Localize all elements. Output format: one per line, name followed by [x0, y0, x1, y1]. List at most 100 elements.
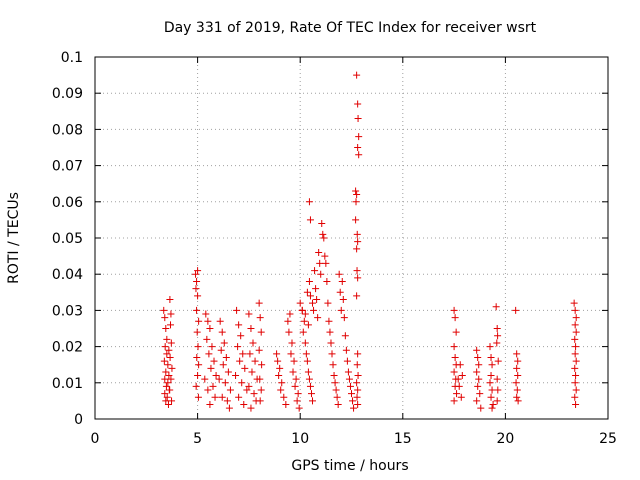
data-point: [250, 390, 258, 398]
data-point: [161, 390, 169, 398]
data-point: [513, 393, 521, 401]
y-tick-label: 0.06: [52, 195, 83, 211]
data-point: [304, 368, 312, 376]
data-point: [194, 372, 202, 380]
data-point: [208, 343, 216, 351]
data-point: [194, 393, 202, 401]
data-point: [164, 379, 172, 387]
data-point: [204, 386, 212, 394]
data-point: [488, 404, 496, 412]
data-point: [572, 372, 580, 380]
data-point: [335, 270, 343, 278]
data-point: [451, 353, 459, 361]
x-tick-label: 15: [394, 431, 412, 447]
y-tick-label: 0.03: [52, 303, 83, 319]
data-point: [353, 191, 361, 199]
data-point: [572, 357, 580, 365]
data-point: [313, 296, 321, 304]
data-point: [354, 274, 362, 282]
data-point: [288, 339, 296, 347]
data-point: [206, 401, 214, 409]
data-point: [346, 382, 354, 390]
data-point: [572, 401, 580, 409]
data-point: [306, 216, 314, 224]
data-point: [494, 357, 502, 365]
data-point: [301, 310, 309, 318]
data-point: [513, 350, 521, 358]
data-point: [194, 343, 202, 351]
data-point: [332, 386, 340, 394]
data-point: [323, 277, 331, 285]
data-point: [245, 382, 253, 390]
data-point: [285, 328, 293, 336]
data-point: [337, 306, 345, 314]
data-point: [280, 393, 288, 401]
data-point: [224, 368, 232, 376]
data-point: [315, 248, 323, 256]
data-point: [275, 372, 283, 380]
data-point: [354, 386, 362, 394]
data-point: [207, 364, 215, 372]
data-point: [210, 357, 218, 365]
data-point: [456, 361, 464, 369]
data-point: [309, 299, 317, 307]
grid-layer: [95, 57, 608, 419]
data-point: [225, 404, 233, 412]
data-point: [160, 357, 168, 365]
data-point: [222, 353, 230, 361]
data-point: [487, 353, 495, 361]
data-point: [352, 187, 360, 195]
data-point: [349, 397, 357, 405]
data-point: [167, 321, 175, 329]
data-points: [160, 71, 580, 412]
data-point: [492, 303, 500, 311]
data-point: [345, 375, 353, 383]
data-point: [256, 314, 264, 322]
data-point: [249, 339, 257, 347]
data-point: [193, 353, 201, 361]
data-point: [168, 397, 176, 405]
data-point: [276, 364, 284, 372]
data-point: [303, 357, 311, 365]
data-point: [475, 361, 483, 369]
data-point: [247, 404, 255, 412]
data-point: [333, 393, 341, 401]
data-point: [205, 350, 213, 358]
data-point: [354, 401, 362, 409]
data-point: [302, 350, 310, 358]
data-point: [301, 339, 309, 347]
data-point: [203, 335, 211, 343]
data-point: [162, 368, 170, 376]
data-point: [304, 321, 312, 329]
data-point: [571, 335, 579, 343]
data-point: [168, 364, 176, 372]
data-point: [290, 357, 298, 365]
data-point: [163, 393, 171, 401]
data-point: [234, 343, 242, 351]
data-point: [486, 379, 494, 387]
data-point: [571, 306, 579, 314]
data-point: [450, 368, 458, 376]
data-point: [299, 328, 307, 336]
data-point: [475, 375, 483, 383]
data-point: [204, 317, 212, 325]
data-point: [233, 306, 241, 314]
data-point: [336, 288, 344, 296]
data-point: [287, 350, 295, 358]
data-point: [339, 296, 347, 304]
data-point: [452, 328, 460, 336]
x-tick-label: 10: [291, 431, 309, 447]
data-point: [340, 314, 348, 322]
data-point: [338, 277, 346, 285]
data-point: [218, 328, 226, 336]
data-point: [255, 299, 263, 307]
x-tick-label: 25: [599, 431, 617, 447]
data-point: [473, 368, 481, 376]
y-tick-label: 0: [74, 412, 83, 428]
data-point: [493, 339, 501, 347]
y-tick-label: 0.04: [52, 267, 83, 283]
y-tick-label: 0.1: [61, 50, 83, 66]
data-point: [215, 375, 223, 383]
data-point: [341, 332, 349, 340]
data-point: [487, 372, 495, 380]
